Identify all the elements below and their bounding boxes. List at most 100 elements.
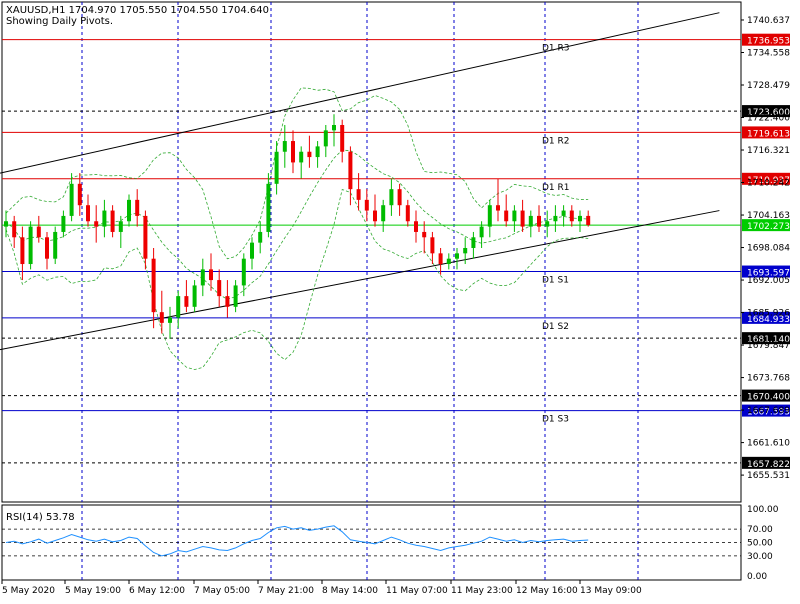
candle-body bbox=[315, 146, 320, 158]
candle-body bbox=[250, 242, 254, 259]
rsi-line bbox=[5, 525, 589, 557]
candle-body bbox=[168, 317, 172, 323]
candle-body bbox=[455, 253, 459, 259]
current-price-label: 1702.273 bbox=[747, 222, 790, 232]
rsi-label: RSI(14) 53.78 bbox=[6, 512, 75, 523]
candle-body bbox=[135, 199, 140, 216]
candle-body bbox=[356, 189, 361, 200]
candle-body bbox=[307, 151, 312, 158]
pivot-price-label: 1667.593 bbox=[747, 408, 790, 418]
pivot-price-label: 1693.597 bbox=[747, 269, 790, 279]
y-tick-label: 1716.321 bbox=[747, 146, 790, 156]
chart-subtitle: Showing Daily Pivots. bbox=[6, 16, 113, 27]
y-tick-label: 1655.531 bbox=[747, 471, 790, 481]
x-tick-label: 11 May 23:00 bbox=[451, 586, 513, 596]
level-price-tag bbox=[742, 332, 790, 345]
candle-body bbox=[438, 253, 443, 265]
candle-body bbox=[389, 189, 394, 206]
time-axis: 5 May 2020 5 May 19:00 6 May 12:00 7 May 05… bbox=[1, 580, 642, 596]
candle-body bbox=[118, 221, 123, 232]
candles bbox=[4, 114, 591, 339]
y-tick-label: 1740.637 bbox=[747, 16, 790, 26]
candle-body bbox=[332, 124, 336, 131]
candle-body bbox=[545, 221, 550, 227]
candle-body bbox=[537, 215, 541, 227]
candle-body bbox=[397, 189, 402, 206]
candle-body bbox=[520, 210, 525, 227]
candle-body bbox=[496, 205, 500, 211]
candle-body bbox=[373, 210, 377, 222]
x-tick-label: 7 May 05:00 bbox=[194, 586, 250, 596]
candle-body bbox=[405, 205, 410, 222]
candle-body bbox=[463, 247, 468, 254]
candle-body bbox=[28, 226, 33, 265]
candle-body bbox=[364, 199, 369, 211]
candle-body bbox=[86, 205, 90, 222]
candle-body bbox=[102, 210, 107, 227]
y-tick-label: 1661.610 bbox=[747, 439, 790, 449]
pivot-name: D1 R2 bbox=[542, 136, 570, 146]
candle-body bbox=[192, 285, 197, 307]
candle-body bbox=[36, 226, 41, 238]
y-tick-label: 1673.768 bbox=[747, 374, 790, 384]
candle-body bbox=[504, 210, 509, 222]
candle-body bbox=[69, 183, 74, 216]
rsi-panel: 100.00 70.00 50.00 30.00 0.00 bbox=[2, 505, 779, 582]
level-price-label: 1681.140 bbox=[747, 335, 790, 345]
rsi-tick-label: 70.00 bbox=[747, 525, 773, 535]
candle-body bbox=[299, 151, 304, 163]
candle-body bbox=[233, 285, 238, 307]
candle-body bbox=[53, 231, 58, 259]
candle-body bbox=[578, 215, 582, 222]
candle-body bbox=[266, 183, 271, 232]
candle-body bbox=[446, 258, 451, 265]
level-price-tag bbox=[742, 456, 790, 469]
rsi-tick-label: 0.00 bbox=[747, 572, 767, 582]
channel-upper-line bbox=[0, 12, 720, 174]
candle-body bbox=[143, 215, 148, 259]
level-price-tag bbox=[742, 389, 790, 402]
candle-body bbox=[184, 296, 189, 307]
candle-body bbox=[151, 258, 156, 313]
level-price-tag bbox=[742, 105, 790, 118]
rsi-tick-label: 30.00 bbox=[747, 552, 773, 562]
symbol-info: XAUUSD,H1 1704.970 1705.550 1704.550 170… bbox=[6, 5, 269, 16]
candle-body bbox=[471, 237, 476, 248]
x-tick-label: 11 May 07:00 bbox=[386, 586, 448, 596]
pivot-price-tag bbox=[742, 265, 790, 278]
band-upper bbox=[5, 87, 589, 260]
candle-body bbox=[176, 296, 181, 318]
candle-body bbox=[512, 210, 517, 222]
candle-body bbox=[274, 151, 279, 184]
candle-body bbox=[381, 205, 386, 222]
candle-body bbox=[61, 215, 66, 232]
candle-body bbox=[282, 141, 287, 152]
pivot-price-tag bbox=[742, 311, 790, 324]
candle-body bbox=[200, 269, 205, 286]
y-tick-label: 1734.558 bbox=[747, 48, 790, 58]
candle-body bbox=[209, 269, 213, 281]
band-lower bbox=[5, 188, 589, 371]
pivot-name: D1 S3 bbox=[542, 415, 569, 425]
y-tick-label: 1692.005 bbox=[747, 276, 790, 286]
candle-body bbox=[323, 130, 328, 147]
candle-body bbox=[348, 151, 353, 190]
candle-body bbox=[45, 237, 49, 259]
y-tick-label: 1667.689 bbox=[747, 406, 790, 416]
candle-body bbox=[94, 221, 99, 227]
candle-body bbox=[340, 124, 345, 152]
candle-body bbox=[225, 296, 230, 307]
candle-body bbox=[77, 183, 82, 206]
level-price-label: 1657.822 bbox=[747, 460, 790, 470]
x-tick-label: 13 May 09:00 bbox=[580, 586, 642, 596]
rsi-tick-label: 100.00 bbox=[747, 505, 779, 515]
current-price-tag bbox=[742, 219, 790, 232]
x-tick-label: 7 May 21:00 bbox=[258, 586, 314, 596]
candle-body bbox=[569, 210, 574, 222]
candle-body bbox=[20, 237, 25, 265]
pivot-price-tag bbox=[742, 172, 790, 185]
y-tick-label: 1728.479 bbox=[747, 81, 790, 91]
y-tick-label: 1722.400 bbox=[747, 114, 790, 124]
